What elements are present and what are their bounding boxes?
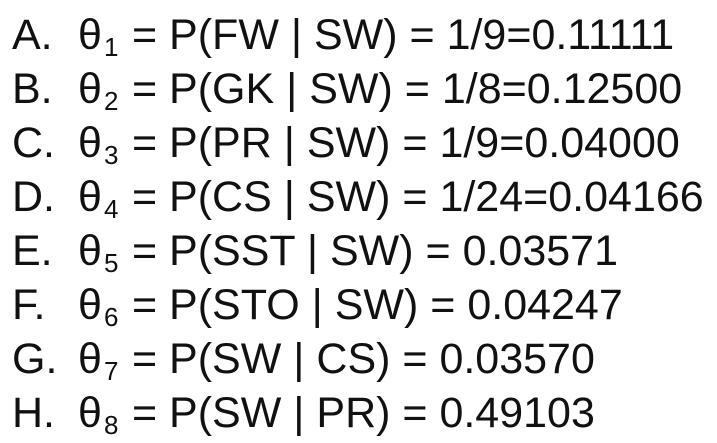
- option-letter: C.: [12, 119, 55, 167]
- theta-symbol: θ: [78, 227, 102, 275]
- option-letter: G.: [12, 335, 58, 383]
- option-letter: D.: [12, 173, 55, 221]
- probability-expression: = P(SST | SW) = 0.03571: [132, 227, 618, 275]
- theta-symbol: θ: [78, 335, 102, 383]
- theta-subscript: 2: [104, 86, 119, 116]
- probability-expression: = P(STO | SW) = 0.04247: [132, 281, 623, 329]
- theta-symbol: θ: [78, 11, 102, 59]
- option-letter: E.: [12, 227, 53, 275]
- theta-subscript: 3: [104, 140, 119, 170]
- option-h: H. θ 8 = P(SW | PR) = 0.49103: [0, 386, 717, 440]
- option-letter: B.: [12, 65, 53, 113]
- option-letter: H.: [12, 389, 55, 437]
- theta-subscript: 1: [104, 32, 119, 62]
- probability-expression: = P(PR | SW) = 1/9=0.04000: [132, 119, 680, 167]
- probability-expression: = P(SW | PR) = 0.49103: [132, 389, 595, 437]
- option-letter: A.: [12, 11, 53, 59]
- theta-symbol: θ: [78, 389, 102, 437]
- probability-expression: = P(SW | CS) = 0.03570: [132, 335, 595, 383]
- probability-expression: = P(GK | SW) = 1/8=0.12500: [132, 65, 683, 113]
- theta-subscript: 7: [104, 356, 119, 386]
- probability-expression: = P(FW | SW) = 1/9=0.11111: [132, 11, 675, 59]
- theta-subscript: 6: [104, 302, 119, 332]
- option-b: B. θ 2 = P(GK | SW) = 1/8=0.12500: [0, 62, 717, 116]
- option-c: C. θ 3 = P(PR | SW) = 1/9=0.04000: [0, 116, 717, 170]
- option-f: F. θ 6 = P(STO | SW) = 0.04247: [0, 278, 717, 332]
- probability-expression: = P(CS | SW) = 1/24=0.04166: [132, 173, 704, 221]
- option-g: G. θ 7 = P(SW | CS) = 0.03570: [0, 332, 717, 386]
- answer-options-list: A. θ 1 = P(FW | SW) = 1/9=0.11111 B. θ 2…: [0, 8, 717, 440]
- theta-symbol: θ: [78, 65, 102, 113]
- theta-subscript: 8: [104, 410, 119, 440]
- option-d: D. θ 4 = P(CS | SW) = 1/24=0.04166: [0, 170, 717, 224]
- theta-subscript: 5: [104, 248, 119, 278]
- theta-symbol: θ: [78, 119, 102, 167]
- option-letter: F.: [12, 281, 46, 329]
- option-e: E. θ 5 = P(SST | SW) = 0.03571: [0, 224, 717, 278]
- option-a: A. θ 1 = P(FW | SW) = 1/9=0.11111: [0, 8, 717, 62]
- theta-symbol: θ: [78, 281, 102, 329]
- theta-subscript: 4: [104, 194, 119, 224]
- theta-symbol: θ: [78, 173, 102, 221]
